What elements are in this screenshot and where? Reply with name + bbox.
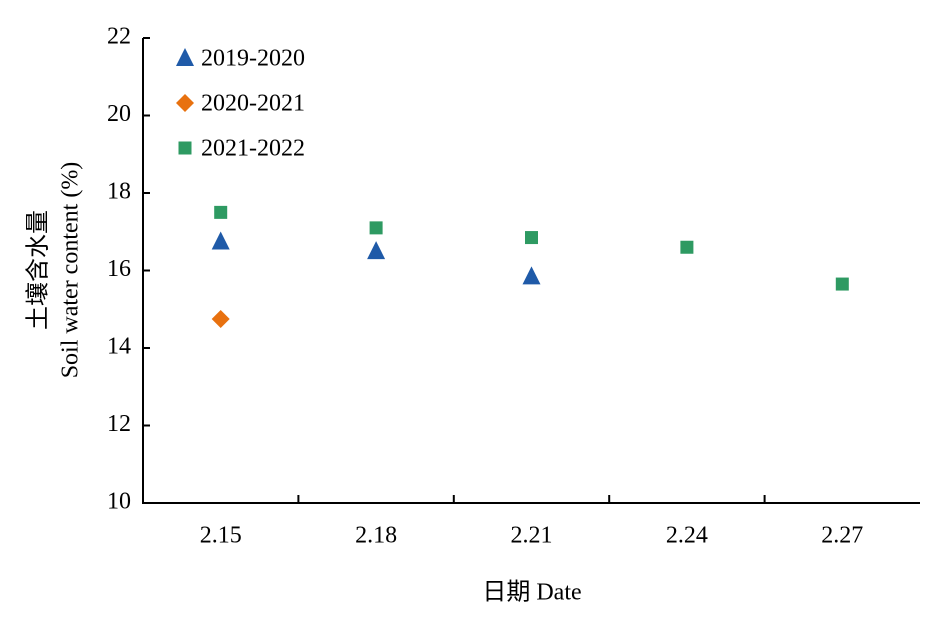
y-tick-label: 14 bbox=[107, 334, 131, 360]
y-tick-label: 16 bbox=[107, 256, 131, 282]
legend-label: 2019-2020 bbox=[201, 46, 305, 72]
y-tick-label: 20 bbox=[107, 101, 131, 127]
legend-marker bbox=[176, 48, 194, 66]
x-tick-label: 2.18 bbox=[355, 523, 397, 549]
legend-marker bbox=[176, 94, 194, 112]
point bbox=[525, 231, 538, 245]
y-tick-label: 10 bbox=[107, 489, 131, 515]
x-tick-label: 2.27 bbox=[821, 523, 863, 549]
y-axis-title: Soil water content (%) bbox=[58, 162, 84, 379]
point bbox=[211, 309, 230, 328]
x-tick-label: 2.21 bbox=[511, 523, 553, 549]
point bbox=[835, 277, 849, 291]
point bbox=[680, 240, 694, 254]
y-tick-label: 22 bbox=[107, 24, 131, 50]
point bbox=[367, 241, 386, 260]
point bbox=[369, 221, 383, 235]
y-tick-label: 12 bbox=[107, 411, 131, 437]
point bbox=[214, 205, 228, 219]
point bbox=[211, 231, 230, 250]
y-tick-label: 18 bbox=[107, 179, 131, 205]
x-tick-label: 2.24 bbox=[666, 523, 708, 549]
x-tick-label: 2.15 bbox=[200, 523, 242, 549]
legend-label: 2020-2021 bbox=[201, 91, 305, 117]
point bbox=[522, 266, 541, 285]
y-axis-title: 土壤含水量 bbox=[25, 210, 52, 330]
legend-label: 2021-2022 bbox=[201, 136, 305, 162]
x-axis-title: 日期 Date bbox=[482, 580, 581, 606]
legend-marker bbox=[178, 141, 192, 155]
